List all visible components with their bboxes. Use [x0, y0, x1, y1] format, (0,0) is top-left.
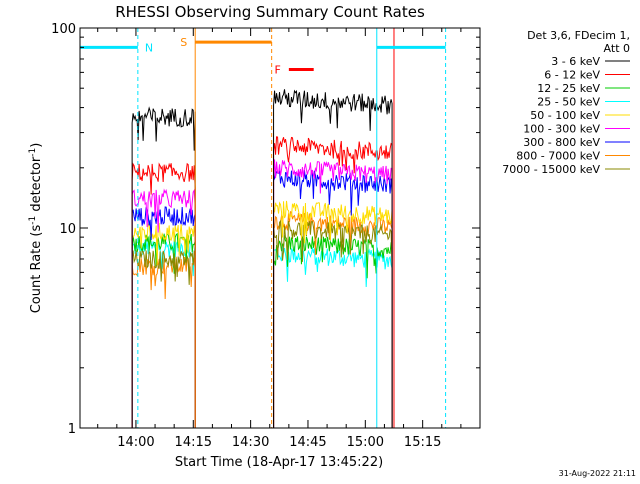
- y-axis-label-sup1: -1: [28, 216, 38, 225]
- flag-label-F: F: [275, 64, 281, 77]
- series-300-800-keV: [131, 169, 393, 428]
- x-axis-label: Start Time (18-Apr-17 13:45:22): [175, 455, 383, 470]
- legend-label: 300 - 800 keV: [523, 136, 600, 149]
- y-tick-label: 100: [51, 22, 76, 37]
- x-tick-label: 14:45: [289, 435, 326, 450]
- legend-label: 800 - 7000 keV: [516, 150, 600, 163]
- y-axis-label-part1: Count Rate (s: [29, 225, 44, 314]
- legend-label: 6 - 12 keV: [544, 69, 600, 82]
- series-trace: [273, 200, 393, 428]
- legend-label: 100 - 300 keV: [523, 123, 600, 136]
- x-tick-label: 14:15: [175, 435, 212, 450]
- y-tick-label: 10: [59, 222, 76, 237]
- y-axis-label: Count Rate (s-1 detector-1): [28, 143, 44, 314]
- series-trace: [273, 210, 393, 428]
- series-layer: [131, 89, 393, 428]
- y-axis-label-sup2: -1: [28, 148, 38, 157]
- series-trace: [131, 255, 196, 428]
- plot-area: N S F: [80, 28, 447, 428]
- series-7000-15000-keV: [131, 219, 393, 428]
- y-axis-label-part3: ): [29, 143, 44, 148]
- legend-label: 50 - 100 keV: [530, 109, 600, 122]
- series-trace: [131, 222, 196, 428]
- chart-title: RHESSI Observing Summary Count Rates: [115, 3, 425, 21]
- x-axis: 14:00 14:15 14:30 14:45 15:00 15:15: [97, 28, 481, 450]
- series-trace: [131, 250, 196, 428]
- series-trace: [273, 219, 393, 428]
- y-axis: 1 10 100: [51, 22, 480, 437]
- series-trace: [131, 206, 196, 428]
- x-tick-label: 14:30: [232, 435, 269, 450]
- series-trace: [273, 159, 393, 428]
- series-trace: [273, 244, 393, 428]
- series-trace: [273, 89, 393, 428]
- series-trace: [131, 162, 196, 428]
- series-100-300-keV: [131, 159, 393, 428]
- series-trace: [131, 188, 196, 428]
- series-3-6-keV: [131, 89, 393, 428]
- flag-label-S: S: [180, 36, 187, 49]
- flag-label-N: N: [145, 41, 153, 54]
- legend-title-line1: Det 3,6, FDecim 1,: [527, 29, 630, 42]
- legend-label: 7000 - 15000 keV: [502, 163, 600, 176]
- series-6-12-keV: [131, 136, 393, 428]
- y-axis-label-part2: detector: [29, 156, 44, 216]
- series-trace: [273, 235, 393, 428]
- legend-label: 25 - 50 keV: [537, 96, 600, 109]
- series-trace: [273, 136, 393, 428]
- legend-label: 3 - 6 keV: [551, 55, 600, 68]
- legend-title-line2: Att 0: [604, 42, 630, 55]
- x-tick-label: 15:15: [404, 435, 441, 450]
- series-50-100-keV: [131, 200, 393, 428]
- legend-label: 12 - 25 keV: [537, 82, 600, 95]
- y-tick-label: 1: [68, 422, 76, 437]
- footer-timestamp: 31-Aug-2022 21:11: [559, 469, 636, 478]
- series-trace: [131, 106, 196, 428]
- series-trace: [273, 169, 393, 428]
- x-tick-label: 15:00: [347, 435, 384, 450]
- marker-layer: [80, 28, 447, 428]
- x-tick-label: 14:00: [117, 435, 154, 450]
- flag-layer: N S F: [80, 36, 446, 77]
